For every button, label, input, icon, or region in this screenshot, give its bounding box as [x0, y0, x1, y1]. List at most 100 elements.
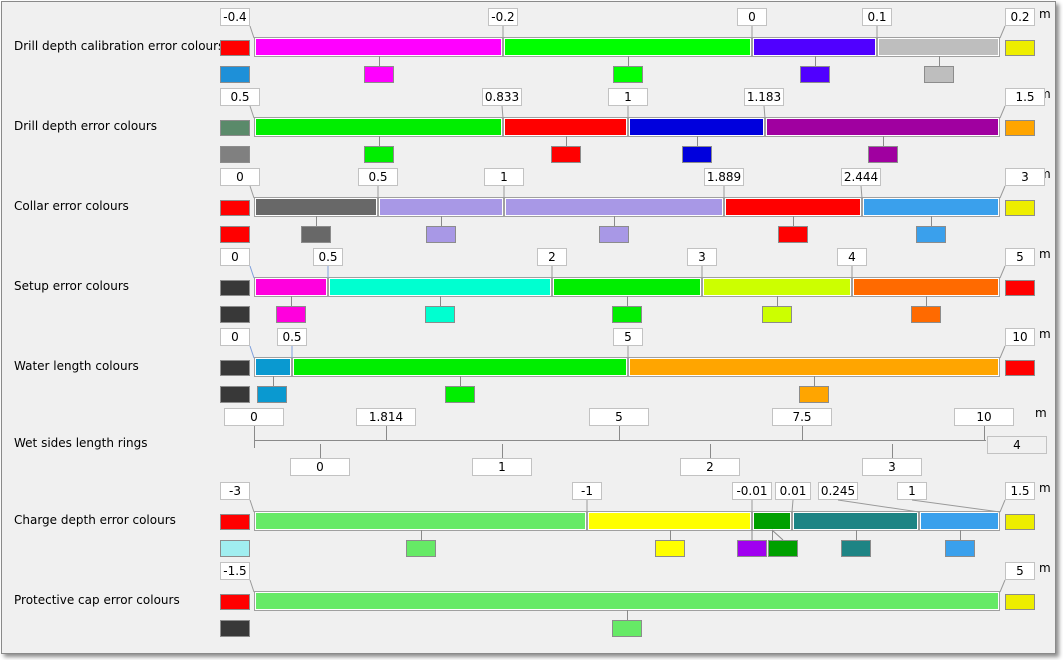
colour-segment[interactable] [503, 117, 628, 137]
threshold-value-input[interactable]: 0 [737, 8, 767, 26]
zero-tolerance-colour-swatch[interactable] [737, 540, 767, 557]
colour-segment[interactable] [862, 197, 1000, 217]
segment-colour-swatch[interactable] [762, 306, 792, 323]
threshold-value-input[interactable]: 0 [220, 248, 250, 266]
threshold-value-input[interactable]: 1.5 [1005, 482, 1035, 500]
min-colour-swatch[interactable] [220, 514, 250, 530]
segment-colour-swatch[interactable] [425, 306, 455, 323]
segment-colour-swatch[interactable] [768, 540, 798, 557]
colour-segment[interactable] [254, 117, 503, 137]
below-minimum-colour-swatch[interactable] [220, 66, 250, 83]
colour-segment[interactable] [752, 511, 792, 531]
min-colour-swatch[interactable] [220, 360, 250, 376]
threshold-value-input[interactable]: 1.5 [1005, 88, 1045, 106]
below-minimum-colour-swatch[interactable] [220, 386, 250, 403]
segment-colour-swatch[interactable] [426, 226, 456, 243]
below-minimum-colour-swatch[interactable] [220, 146, 250, 163]
threshold-value-input[interactable]: 1 [608, 88, 648, 106]
max-colour-swatch[interactable] [1005, 200, 1035, 216]
segment-colour-swatch[interactable] [364, 66, 394, 83]
colour-segment[interactable] [852, 277, 1000, 297]
threshold-value-input[interactable]: 2 [537, 248, 567, 266]
threshold-value-input[interactable]: 0.5 [220, 88, 260, 106]
below-minimum-colour-swatch[interactable] [220, 540, 250, 557]
threshold-value-input[interactable]: 5 [1005, 562, 1035, 580]
segment-colour-swatch[interactable] [406, 540, 436, 557]
colour-segment[interactable] [254, 357, 292, 377]
threshold-value-input[interactable]: 0.5 [313, 248, 343, 266]
colour-segment[interactable] [504, 197, 724, 217]
min-colour-swatch[interactable] [220, 280, 250, 296]
ring-length-value-input[interactable]: 10 [954, 408, 1014, 426]
threshold-value-input[interactable]: 1 [897, 482, 927, 500]
threshold-value-input[interactable]: -1.5 [220, 562, 250, 580]
colour-segment[interactable] [702, 277, 852, 297]
colour-segment[interactable] [724, 197, 862, 217]
segment-colour-swatch[interactable] [916, 226, 946, 243]
colour-segment[interactable] [628, 117, 765, 137]
segment-colour-swatch[interactable] [276, 306, 306, 323]
segment-colour-swatch[interactable] [800, 66, 830, 83]
segment-colour-swatch[interactable] [445, 386, 475, 403]
colour-segment[interactable] [552, 277, 702, 297]
segment-colour-swatch[interactable] [655, 540, 685, 557]
ring-length-value-input[interactable]: 5 [589, 408, 649, 426]
min-colour-swatch[interactable] [220, 40, 250, 56]
threshold-value-input[interactable]: 0.5 [358, 168, 398, 186]
segment-colour-swatch[interactable] [612, 620, 642, 637]
threshold-value-input[interactable]: 1 [484, 168, 524, 186]
segment-colour-swatch[interactable] [613, 66, 643, 83]
threshold-value-input[interactable]: 3 [687, 248, 717, 266]
segment-colour-swatch[interactable] [924, 66, 954, 83]
segment-colour-swatch[interactable] [868, 146, 898, 163]
segment-colour-swatch[interactable] [301, 226, 331, 243]
segment-colour-swatch[interactable] [945, 540, 975, 557]
threshold-value-input[interactable]: -0.4 [220, 8, 250, 26]
colour-segment[interactable] [254, 511, 587, 531]
max-colour-swatch[interactable] [1005, 514, 1035, 530]
ring-length-value-input[interactable]: 1.814 [356, 408, 416, 426]
colour-segment[interactable] [792, 511, 919, 531]
min-colour-swatch[interactable] [220, 200, 250, 216]
segment-colour-swatch[interactable] [364, 146, 394, 163]
max-colour-swatch[interactable] [1005, 594, 1035, 610]
segment-colour-swatch[interactable] [257, 386, 287, 403]
min-colour-swatch[interactable] [220, 594, 250, 610]
ring-length-value-input[interactable]: 7.5 [772, 408, 832, 426]
threshold-value-input[interactable]: 1.889 [704, 168, 744, 186]
segment-colour-swatch[interactable] [841, 540, 871, 557]
threshold-value-input[interactable]: -1 [572, 482, 602, 500]
threshold-value-input[interactable]: -0.2 [488, 8, 518, 26]
colour-segment[interactable] [587, 511, 752, 531]
segment-colour-swatch[interactable] [599, 226, 629, 243]
threshold-value-input[interactable]: 5 [1005, 248, 1035, 266]
segment-colour-swatch[interactable] [612, 306, 642, 323]
threshold-value-input[interactable]: 1.183 [744, 88, 784, 106]
colour-segment[interactable] [765, 117, 1000, 137]
threshold-value-input[interactable]: 4 [837, 248, 867, 266]
threshold-value-input[interactable]: 0.833 [482, 88, 522, 106]
threshold-value-input[interactable]: 10 [1005, 328, 1035, 346]
threshold-value-input[interactable]: 0.1 [862, 8, 892, 26]
max-colour-swatch[interactable] [1005, 120, 1035, 136]
colour-segment[interactable] [254, 197, 378, 217]
colour-segment[interactable] [254, 591, 1000, 611]
max-colour-swatch[interactable] [1005, 40, 1035, 56]
colour-segment[interactable] [877, 37, 1000, 57]
threshold-value-input[interactable]: 0 [220, 168, 260, 186]
threshold-value-input[interactable]: 5 [613, 328, 643, 346]
below-minimum-colour-swatch[interactable] [220, 226, 250, 243]
colour-segment[interactable] [254, 37, 503, 57]
min-colour-swatch[interactable] [220, 120, 250, 136]
colour-segment[interactable] [919, 511, 1000, 531]
threshold-value-input[interactable]: 0 [220, 328, 250, 346]
colour-segment[interactable] [328, 277, 552, 297]
segment-colour-swatch[interactable] [799, 386, 829, 403]
below-minimum-colour-swatch[interactable] [220, 306, 250, 323]
threshold-value-input[interactable]: 3 [1005, 168, 1045, 186]
threshold-value-input[interactable]: 0.5 [277, 328, 307, 346]
below-minimum-colour-swatch[interactable] [220, 620, 250, 637]
threshold-value-input[interactable]: 0.01 [775, 482, 811, 500]
segment-colour-swatch[interactable] [682, 146, 712, 163]
threshold-value-input[interactable]: -0.01 [732, 482, 772, 500]
